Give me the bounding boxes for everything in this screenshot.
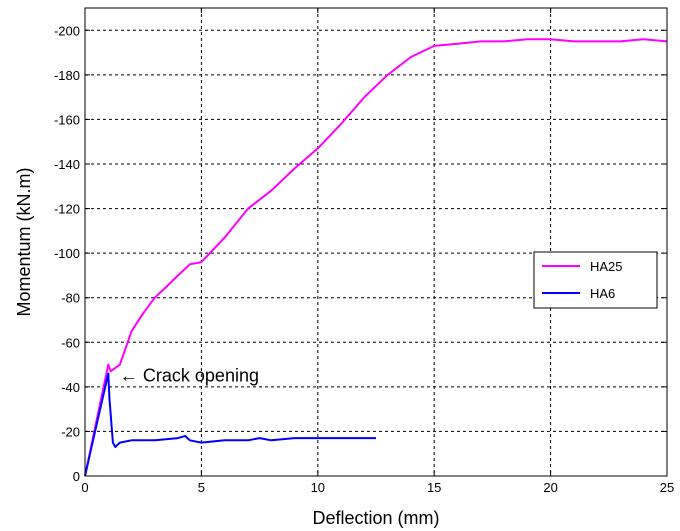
x-tick-label: 20 (543, 480, 557, 495)
grid (85, 8, 667, 476)
y-tick-label: 0 (73, 469, 80, 484)
plot-frame (84, 7, 668, 477)
x-axis-ticks: 0 5 10 15 20 25 (81, 8, 674, 495)
x-tick-label: 5 (198, 480, 205, 495)
y-tick-label: -40 (61, 380, 80, 395)
legend-label-ha25: HA25 (590, 259, 623, 274)
y-axis-ticks: 0 -20 -40 -60 -80 -100 -120 -140 -160 -180 -200 (54, 23, 667, 484)
y-axis-label: Momentum (kN.m) (14, 167, 34, 316)
x-axis-label: Deflection (mm) (312, 508, 439, 528)
y-tick-label: -60 (61, 335, 80, 350)
series-layer (84, 38, 668, 477)
series-line-ha6 (84, 372, 376, 477)
y-tick-label: -100 (54, 246, 80, 261)
y-tick-label: -160 (54, 112, 80, 127)
x-tick-label: 0 (81, 480, 88, 495)
plot-background (85, 8, 667, 476)
legend: HA25 HA6 (533, 251, 658, 309)
y-tick-label: -120 (54, 202, 80, 217)
legend-box (533, 251, 658, 309)
annotations: ← Crack opening (120, 366, 259, 386)
series-line-ha25 (84, 38, 668, 477)
x-tick-label: 10 (311, 480, 325, 495)
y-tick-label: -80 (61, 291, 80, 306)
y-tick-label: -20 (61, 424, 80, 439)
x-tick-label: 15 (427, 480, 441, 495)
y-tick-label: -200 (54, 23, 80, 38)
annotation-crack-opening: ← Crack opening (120, 366, 259, 386)
y-tick-label: -180 (54, 68, 80, 83)
legend-label-ha6: HA6 (590, 286, 615, 301)
x-tick-label: 25 (660, 480, 674, 495)
y-tick-label: -140 (54, 157, 80, 172)
